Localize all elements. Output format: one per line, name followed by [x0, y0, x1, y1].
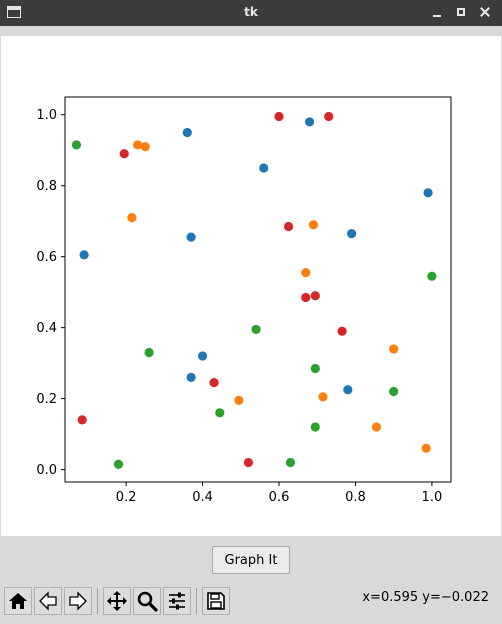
- cursor-coordinates: x=0.595 y=−0.022: [362, 590, 489, 605]
- scatter-plot: 0.2 0.4 0.6 0.8 1.0 0.0 0.2 0.4 0.6 0.8 1.0: [36, 96, 452, 505]
- scatter-point: [113, 459, 124, 469]
- scatter-point: [119, 149, 129, 159]
- scatter-point: [304, 117, 315, 127]
- x-tick-label: 0.6: [269, 490, 290, 505]
- back-icon: [39, 591, 57, 611]
- data-points: [71, 111, 437, 469]
- scatter-point: [389, 386, 399, 397]
- scatter-point: [274, 111, 284, 122]
- scatter-point: [343, 385, 353, 395]
- title-bar: tk: [0, 0, 502, 26]
- scatter-point: [140, 142, 150, 152]
- y-tick-label: 0.0: [36, 463, 57, 478]
- x-tick-label: 1.0: [422, 490, 443, 505]
- scatter-point: [347, 229, 357, 239]
- scatter-point: [318, 392, 328, 402]
- scatter-point: [301, 292, 311, 303]
- y-tick-label: 0.6: [36, 250, 57, 265]
- scatter-point: [337, 326, 347, 336]
- toolbar-separator: [196, 588, 197, 614]
- zoom-button[interactable]: [133, 587, 161, 615]
- forward-button[interactable]: [64, 587, 92, 615]
- scatter-point: [186, 372, 196, 382]
- scatter-point: [324, 111, 334, 122]
- home-icon: [9, 593, 27, 609]
- scatter-point: [215, 408, 225, 418]
- home-button[interactable]: [4, 587, 32, 615]
- scatter-point: [186, 232, 196, 242]
- close-icon[interactable]: [478, 5, 492, 19]
- scatter-point: [79, 250, 89, 260]
- navigation-toolbar: x=0.595 y=−0.022: [0, 584, 502, 624]
- scatter-point: [308, 220, 319, 230]
- scatter-point: [283, 221, 294, 232]
- scatter-point: [234, 395, 244, 405]
- scatter-point: [371, 422, 382, 432]
- scatter-point: [427, 271, 437, 281]
- scatter-point: [423, 188, 433, 198]
- save-button[interactable]: [202, 587, 230, 615]
- back-button[interactable]: [34, 587, 62, 615]
- y-tick-label: 1.0: [36, 108, 57, 123]
- scatter-point: [71, 140, 82, 150]
- scatter-point: [259, 163, 269, 173]
- scatter-point: [301, 268, 311, 278]
- scatter-point: [197, 351, 208, 361]
- figure-canvas[interactable]: 0.2 0.4 0.6 0.8 1.0 0.0 0.2 0.4 0.6 0.8 1.0: [1, 36, 501, 536]
- x-tick-label: 0.2: [116, 490, 137, 505]
- scatter-point: [389, 344, 399, 354]
- save-icon: [207, 592, 225, 610]
- x-tick-label: 0.8: [345, 490, 366, 505]
- x-axis: 0.2 0.4 0.6 0.8 1.0: [116, 482, 442, 505]
- scatter-point: [421, 443, 431, 453]
- configure-subplots-icon: [169, 592, 185, 610]
- pan-button[interactable]: [103, 587, 131, 615]
- y-tick-label: 0.8: [36, 179, 57, 194]
- toolbar-separator: [97, 588, 98, 614]
- scatter-point: [251, 324, 261, 335]
- x-tick-label: 0.4: [192, 490, 213, 505]
- scatter-point: [133, 140, 143, 150]
- zoom-icon: [137, 591, 158, 612]
- scatter-point: [310, 422, 320, 432]
- scatter-point: [127, 213, 137, 223]
- scatter-point: [209, 378, 219, 388]
- configure-subplots-button[interactable]: [163, 587, 191, 615]
- scatter-point: [285, 457, 296, 468]
- maximize-icon[interactable]: [454, 5, 468, 19]
- plot-area-frame: [64, 96, 452, 483]
- scatter-point: [310, 291, 320, 301]
- y-tick-label: 0.2: [36, 392, 57, 407]
- graph-it-button[interactable]: Graph It: [212, 546, 290, 574]
- scatter-point: [310, 363, 320, 374]
- scatter-point: [182, 127, 192, 138]
- scatter-point: [77, 415, 87, 425]
- y-axis: 0.0 0.2 0.4 0.6 0.8 1.0: [36, 108, 65, 478]
- window-title: tk: [244, 5, 258, 19]
- scatter-point: [144, 347, 154, 358]
- y-tick-label: 0.4: [36, 321, 57, 336]
- scatter-point: [243, 457, 254, 468]
- minimize-icon[interactable]: [430, 5, 444, 19]
- pan-icon: [107, 591, 127, 611]
- forward-icon: [69, 591, 87, 611]
- app-window-icon: [7, 6, 21, 18]
